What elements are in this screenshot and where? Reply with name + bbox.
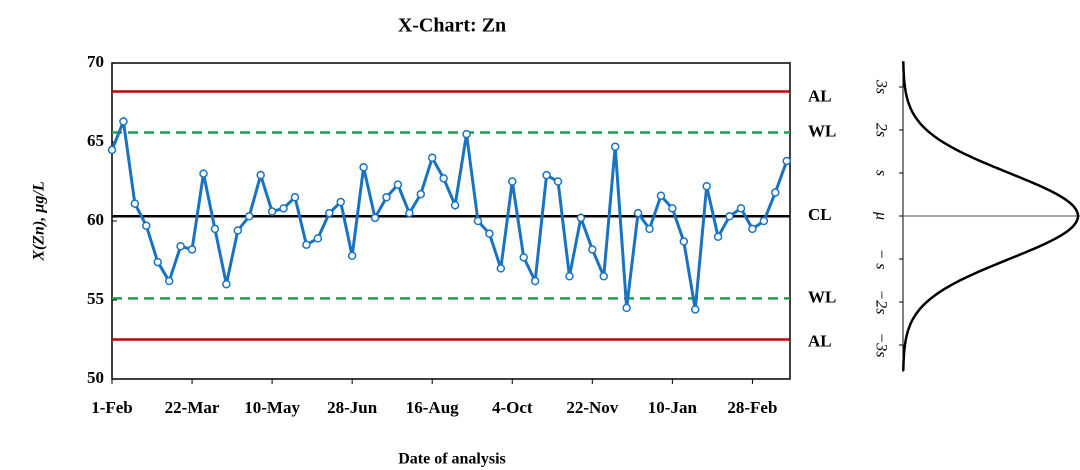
- data-point: [279, 204, 288, 213]
- data-point: [610, 142, 620, 151]
- series-line: [110, 115, 789, 310]
- sigma-label: −2s: [872, 289, 889, 314]
- x-tick-label: 10-May: [244, 398, 300, 417]
- data-point: [576, 213, 586, 223]
- x-tick-label: 1-Feb: [91, 398, 133, 417]
- data-point: [508, 177, 517, 186]
- data-point: [599, 272, 609, 281]
- x-tick-label: 28-Feb: [727, 398, 777, 417]
- data-point: [393, 180, 403, 189]
- data-point: [771, 188, 780, 197]
- data-point: [713, 232, 723, 242]
- sigma-label: − s: [872, 248, 889, 269]
- x-tick-label: 28-Jun: [327, 398, 378, 417]
- data-point: [427, 153, 437, 163]
- data-point: [668, 204, 677, 213]
- data-point: [656, 191, 666, 200]
- data-point: [690, 305, 700, 314]
- data-point: [725, 212, 734, 221]
- data-point: [462, 129, 471, 139]
- sigma-label: −3s: [872, 332, 889, 357]
- x-tick-label: 22-Nov: [566, 398, 618, 417]
- data-point: [244, 212, 254, 221]
- normal-curve: [902, 61, 1080, 371]
- x-tick-label: 16-Aug: [406, 398, 459, 417]
- x-tick-label: 4-Oct: [492, 398, 533, 417]
- chart-title: X-Chart: Zn: [398, 15, 506, 37]
- data-point: [622, 303, 631, 313]
- data-point: [233, 226, 243, 235]
- data-point: [496, 264, 506, 273]
- data-point: [530, 276, 540, 286]
- data-point: [153, 257, 162, 267]
- data-point: [187, 245, 197, 254]
- data-point: [359, 163, 368, 172]
- data-point: [336, 197, 345, 207]
- data-point: [267, 207, 277, 216]
- data-point: [142, 221, 151, 230]
- y-tick-label: 50: [87, 368, 104, 387]
- y-tick-label: 65: [87, 131, 104, 150]
- data-point: [679, 237, 689, 246]
- data-point: [405, 208, 414, 218]
- data-point: [176, 242, 185, 251]
- y-tick-label: 70: [87, 52, 104, 71]
- sigma-label: 2s: [872, 123, 889, 137]
- x-axis-title: Date of analysis: [398, 451, 506, 468]
- data-point: [256, 170, 265, 180]
- data-point: [748, 224, 757, 234]
- data-point: [130, 199, 140, 208]
- data-point: [347, 251, 357, 261]
- limit-label: WL: [808, 287, 836, 306]
- data-point: [325, 208, 334, 218]
- data-point: [702, 181, 711, 191]
- limit-label: AL: [808, 86, 832, 105]
- data-point: [164, 276, 174, 286]
- limit-label: WL: [808, 121, 836, 140]
- data-point: [473, 216, 483, 226]
- sigma-label: s: [872, 170, 889, 176]
- data-point: [588, 245, 597, 254]
- limit-label: CL: [808, 205, 832, 224]
- y-tick-label: 55: [87, 289, 104, 308]
- data-point: [565, 272, 574, 281]
- data-point: [782, 156, 791, 166]
- data-point: [439, 174, 448, 183]
- data-point: [313, 234, 323, 243]
- data-point: [519, 253, 528, 262]
- data-point: [633, 208, 643, 218]
- data-point: [107, 145, 117, 155]
- data-point: [382, 193, 391, 202]
- y-tick-label: 60: [87, 210, 104, 229]
- data-point: [210, 224, 220, 234]
- data-point: [416, 189, 426, 199]
- y-axis-title: X(Zn), µg/L: [31, 181, 48, 262]
- data-point: [119, 117, 128, 126]
- data-point: [222, 279, 231, 289]
- sigma-label: μ: [872, 211, 889, 220]
- data-point: [485, 229, 494, 238]
- data-point: [302, 240, 311, 249]
- data-point: [370, 213, 380, 223]
- x-tick-label: 22-Mar: [165, 398, 220, 417]
- data-point: [450, 200, 460, 210]
- limit-label: AL: [808, 331, 832, 350]
- data-point: [553, 177, 563, 186]
- data-point: [645, 224, 654, 234]
- sigma-label: 3s: [872, 79, 889, 94]
- x-tick-label: 10-Jan: [648, 398, 698, 417]
- data-point: [290, 193, 300, 202]
- data-point: [542, 170, 551, 180]
- data-point: [759, 216, 769, 226]
- data-point: [199, 169, 208, 178]
- data-point: [736, 204, 746, 213]
